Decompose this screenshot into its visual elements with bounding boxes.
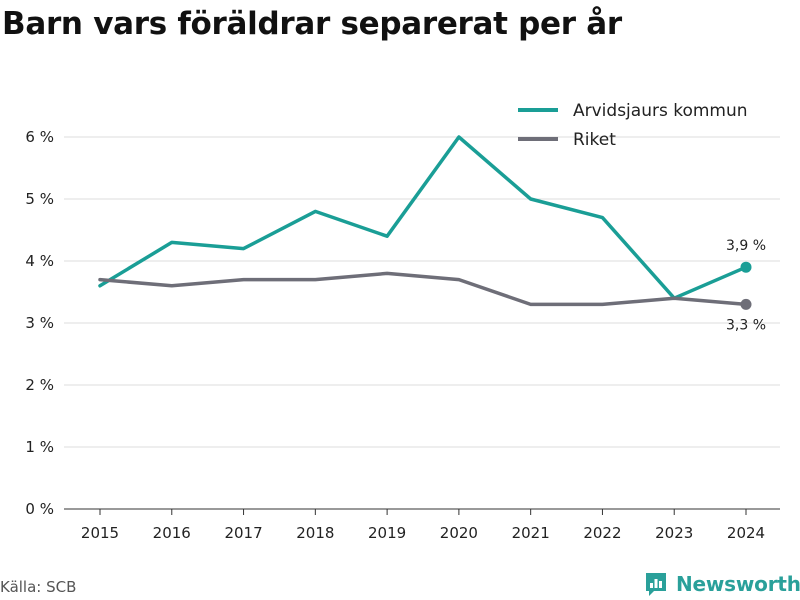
legend-label: Riket: [573, 130, 616, 150]
x-tick-label: 2021: [512, 524, 550, 542]
x-tick-label: 2017: [224, 524, 262, 542]
brand-name: Newsworthy: [676, 572, 800, 596]
x-tick-label: 2015: [81, 524, 119, 542]
newsworthy-logo-icon: [646, 573, 666, 596]
legend: Arvidsjaurs kommun Riket: [518, 101, 748, 150]
series-end-markers: 3,9 % 3,3 %: [726, 238, 766, 333]
series-line-riket: [98, 271, 748, 307]
y-tick-label: 0 %: [25, 500, 54, 518]
y-tick-label: 3 %: [25, 314, 54, 332]
y-tick-label: 1 %: [25, 438, 54, 456]
end-value-label: 3,3 %: [726, 317, 766, 333]
x-tick-label: 2020: [440, 524, 478, 542]
x-tick-label: 2024: [727, 524, 765, 542]
x-axis-labels: 2015 2016 2017 2018 2019 2020 2021 2022 2023 2024: [81, 524, 765, 542]
legend-label: Arvidsjaurs kommun: [573, 101, 748, 121]
x-tick-label: 2019: [368, 524, 406, 542]
x-tick-label: 2023: [655, 524, 693, 542]
y-tick-label: 4 %: [25, 252, 54, 270]
y-tick-label: 2 %: [25, 376, 54, 394]
series-lines: [98, 135, 748, 307]
end-marker: [740, 261, 752, 273]
series-line-arvidsjaur: [98, 135, 748, 300]
x-axis: [64, 508, 780, 515]
x-tick-label: 2022: [583, 524, 621, 542]
brand-logo: Newsworthy: [644, 568, 800, 600]
y-tick-label: 5 %: [25, 190, 54, 208]
end-marker: [740, 298, 752, 310]
end-value-label: 3,9 %: [726, 238, 766, 254]
y-tick-label: 6 %: [25, 128, 54, 146]
x-tick-label: 2018: [296, 524, 334, 542]
gridlines: [64, 136, 780, 448]
source-note: Källa: SCB: [0, 578, 77, 596]
y-axis-labels: 0 % 1 % 2 % 3 % 4 % 5 % 6 %: [25, 128, 54, 518]
chart-title: Barn vars föräldrar separerat per år: [2, 6, 622, 42]
x-tick-label: 2016: [153, 524, 191, 542]
